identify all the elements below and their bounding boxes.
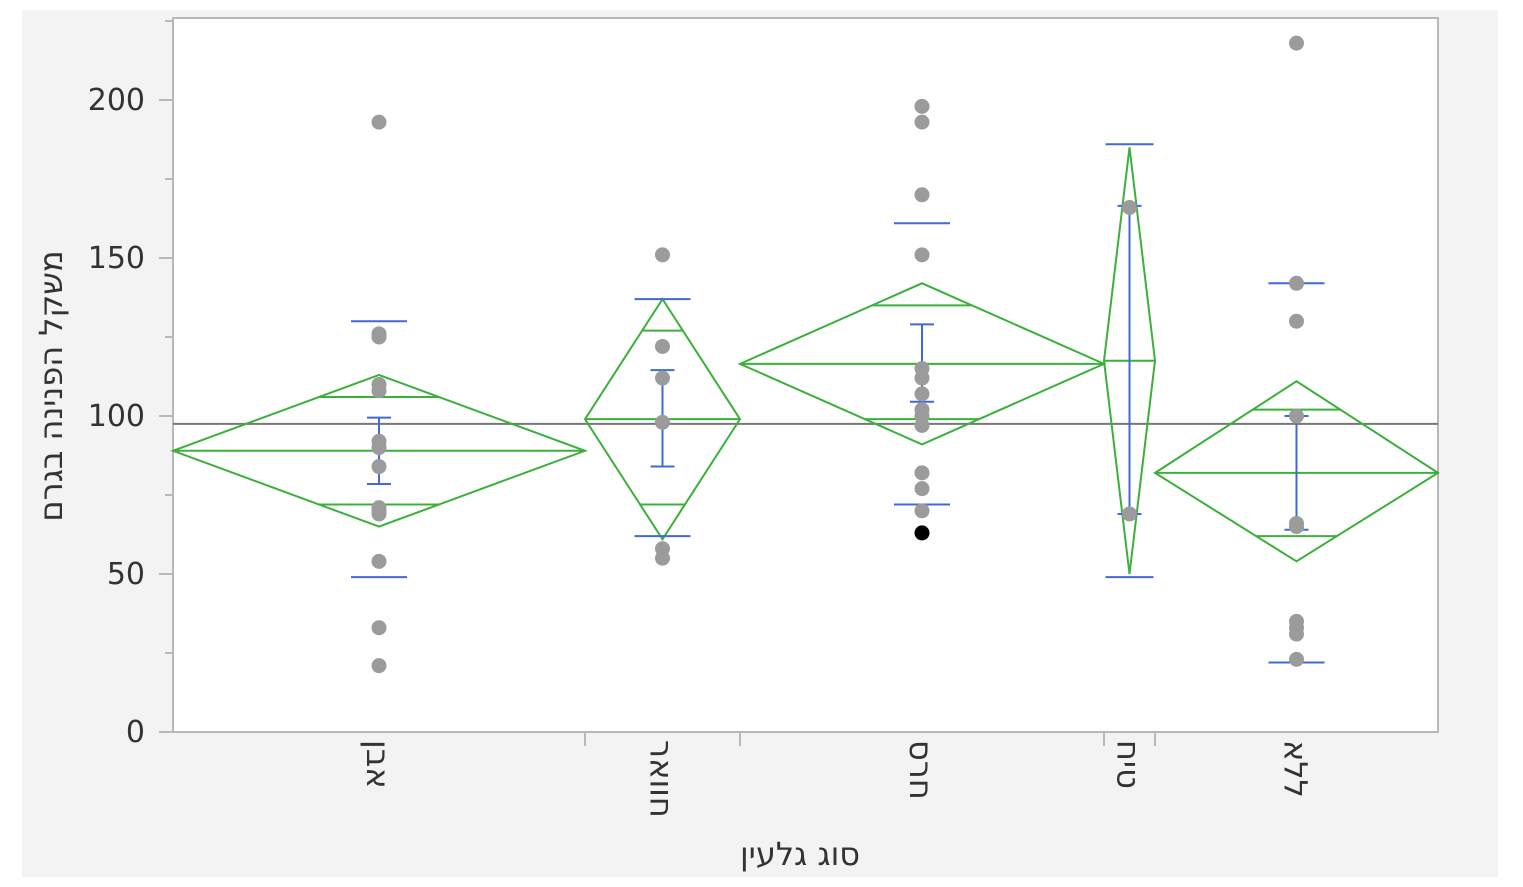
x-category-label: אבן: [359, 740, 397, 789]
data-point: [1289, 626, 1304, 642]
data-point: [914, 370, 930, 386]
plot-area: [172, 17, 1439, 733]
data-point: [1122, 199, 1137, 215]
data-point: [371, 553, 387, 569]
data-point: [914, 114, 930, 130]
data-point: [914, 187, 930, 203]
data-point: [914, 503, 930, 519]
data-point: [371, 506, 387, 522]
x-category-label: חרס: [902, 740, 940, 800]
data-point: [1289, 35, 1304, 51]
data-point-highlighted: [914, 525, 930, 541]
data-point: [371, 440, 387, 456]
data-point: [1289, 519, 1304, 535]
data-point: [914, 98, 930, 114]
means-diamonds-chart: 0 50 100 150 200 אבן חוואר חרס טיח ללא סוג גלעין…: [32, 17, 1440, 873]
y-tick-label: 150: [88, 241, 145, 276]
y-tick-label: 200: [88, 83, 145, 118]
data-point: [371, 114, 387, 130]
x-category-label: ללא: [1277, 740, 1315, 798]
group-4: [1102, 143, 1157, 579]
data-point: [655, 550, 670, 566]
data-point: [914, 386, 930, 402]
data-point: [1289, 408, 1304, 424]
data-point: [655, 370, 670, 386]
data-point: [655, 338, 670, 354]
data-point: [371, 658, 387, 674]
y-tick-label: 100: [88, 399, 145, 434]
y-axis: 0 50 100 150 200: [88, 20, 173, 750]
x-axis: אבן חוואר חרס טיח ללא: [359, 732, 1315, 818]
data-point: [371, 383, 387, 399]
data-point: [914, 481, 930, 497]
data-point: [1289, 275, 1304, 291]
data-point: [1289, 313, 1304, 329]
data-point: [371, 459, 387, 475]
data-point: [914, 247, 930, 263]
data-point: [1122, 506, 1137, 522]
data-point: [914, 417, 930, 433]
data-point: [655, 414, 670, 430]
group-2: [583, 247, 742, 566]
x-category-label: טיח: [1110, 740, 1148, 789]
group-5: [1153, 35, 1440, 667]
y-tick-label: 50: [107, 557, 145, 592]
chart-marks: [170, 35, 1440, 674]
chart-frame: 0 50 100 150 200 אבן חוואר חרס טיח ללא סוג גלעין…: [22, 10, 1498, 877]
y-axis-title: משקל הפנינה בגרם: [32, 250, 70, 521]
y-tick-label: 0: [126, 715, 145, 750]
data-point: [914, 465, 930, 481]
x-category-label: חוואר: [643, 740, 681, 818]
data-point: [371, 620, 387, 636]
data-point: [1289, 651, 1304, 667]
data-point: [655, 247, 670, 263]
group-1: [170, 114, 588, 674]
data-point: [371, 329, 387, 345]
x-axis-title: סוג גלעין: [740, 835, 860, 873]
